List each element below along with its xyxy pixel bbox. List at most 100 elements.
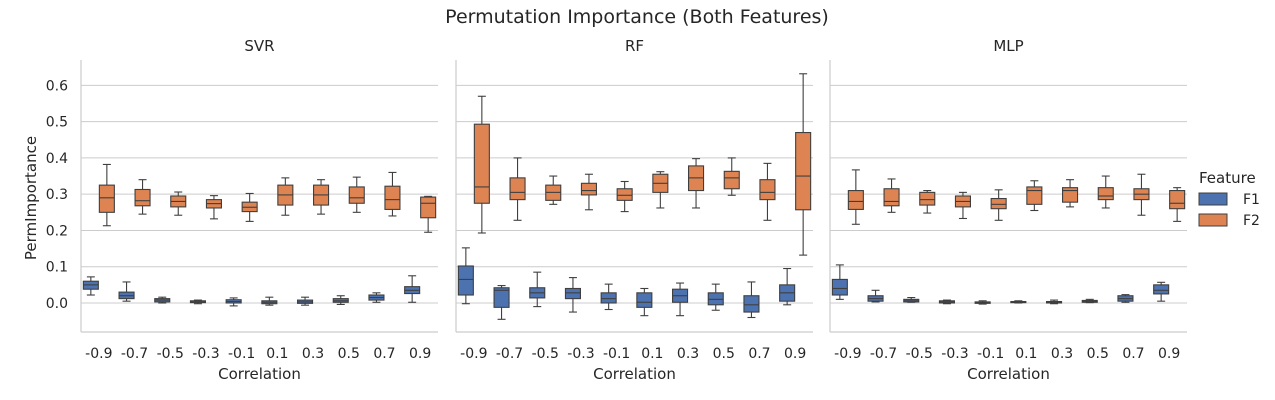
box-iqr [759,179,776,201]
box-f2 [883,178,900,213]
x-tick-label: 0.1 [641,346,663,362]
y-tick-label: 0.4 [46,151,68,167]
box-f2 [1097,175,1114,209]
x-tick-label: -0.5 [157,346,184,362]
x-tick-label: 0.3 [302,346,324,362]
x-tick-label: -0.7 [121,346,148,362]
box-iqr [134,188,151,207]
box-iqr [883,188,900,207]
x-axis-label: Correlation [967,365,1050,383]
box-iqr [600,292,617,304]
box-f1 [296,296,314,306]
box-iqr [795,131,812,211]
box-f1 [118,281,135,302]
box-iqr [1097,187,1114,201]
box-iqr [831,278,848,296]
box-iqr [1153,284,1170,295]
x-tick-label: -0.9 [85,346,112,362]
x-tick-label: 0.5 [713,346,735,362]
x-tick-label: 0.7 [1122,346,1144,362]
x-tick-label: 0.3 [1051,346,1073,362]
x-tick-label: 0.1 [266,346,288,362]
box-iqr [847,190,864,210]
panels: SVR 0.0 0.1 0.2 0.3 0.4 0.5 0.6 -0.9 -0.7 -0.5 -0.3… [46,37,1187,383]
legend-swatch-f1 [1198,192,1228,206]
x-tick-label: -0.5 [532,346,559,362]
box-f1 [1046,299,1063,305]
box-f1 [529,271,546,308]
box-f2 [723,157,740,196]
box-f1 [600,283,617,311]
box-iqr [580,182,598,196]
box-iqr [564,287,582,300]
x-tick-label: -0.3 [192,346,219,362]
box-iqr [493,287,510,308]
x-tick-label: -0.3 [567,346,594,362]
box-f2 [1062,179,1079,208]
box-iqr [98,184,115,213]
x-tick-label: 0.5 [1087,346,1109,362]
x-tick-label: -0.7 [496,346,523,362]
y-axis-label: PermImportance [22,136,40,260]
box-f2 [509,157,526,221]
box-iqr [509,177,526,201]
box-f2 [1026,180,1043,212]
box-f1 [974,300,991,305]
box-f1 [368,292,385,303]
box-f1 [82,276,99,296]
legend-swatch-f2 [1198,213,1228,227]
box-iqr [473,123,490,204]
box-f2 [473,95,490,234]
box-f2 [847,169,864,225]
box-f1 [903,296,920,303]
box-f2 [277,177,294,216]
box-iqr [723,170,740,190]
x-tick-label: -0.1 [228,346,255,362]
box-f2 [312,179,330,215]
box-iqr [1026,186,1043,205]
box-iqr [384,185,401,210]
box-f1 [225,297,242,307]
panel-rf: RF -0.9 -0.7 -0.5 -0.3 -0.1 0.1 0.3 0.5 0.7 0.9 Cor… [455,37,813,383]
chart-title: Permutation Importance (Both Features) [445,6,829,28]
box-f1 [1153,281,1170,302]
box-f1 [743,281,760,319]
panel-title: SVR [244,37,274,55]
box-f2 [420,195,437,233]
box-f2 [616,180,633,213]
panel-svr: SVR 0.0 0.1 0.2 0.3 0.4 0.5 0.6 -0.9 -0.7 -0.5 -0.3… [46,37,438,383]
x-tick-label: 0.9 [1158,346,1180,362]
box-f1 [404,275,421,303]
box-iqr [616,188,633,201]
box-f1 [1081,298,1098,304]
box-f2 [652,171,669,209]
box-f2 [1169,187,1186,222]
x-axis-label: Correlation [218,365,301,383]
box-f2 [687,158,705,209]
box-iqr [457,265,474,296]
box-f1 [779,267,796,306]
box-f2 [384,171,401,217]
box-f2 [205,195,222,220]
y-tick-label: 0.0 [46,296,68,312]
box-f1 [831,264,848,300]
x-tick-label: -0.1 [603,346,630,362]
panel-mlp: MLP -0.9 -0.7 -0.5 -0.3 -0.1 0.1 0.3 0.5 0.7 0.9 Co… [829,37,1187,383]
box-f2 [348,176,365,213]
box-f1 [938,299,956,305]
x-tick-label: -0.9 [834,346,861,362]
panel-title: MLP [993,37,1023,55]
box-f1 [867,289,884,303]
box-f2 [954,191,972,220]
box-f1 [1010,300,1027,304]
y-tick-label: 0.1 [46,260,68,276]
box-f1 [636,287,653,317]
box-iqr [743,295,760,313]
box-iqr [348,186,365,204]
box-f1 [671,282,689,317]
y-tick-label: 0.5 [46,115,68,131]
box-f2 [990,189,1007,221]
box-f2 [134,179,151,215]
box-f2 [241,192,258,222]
